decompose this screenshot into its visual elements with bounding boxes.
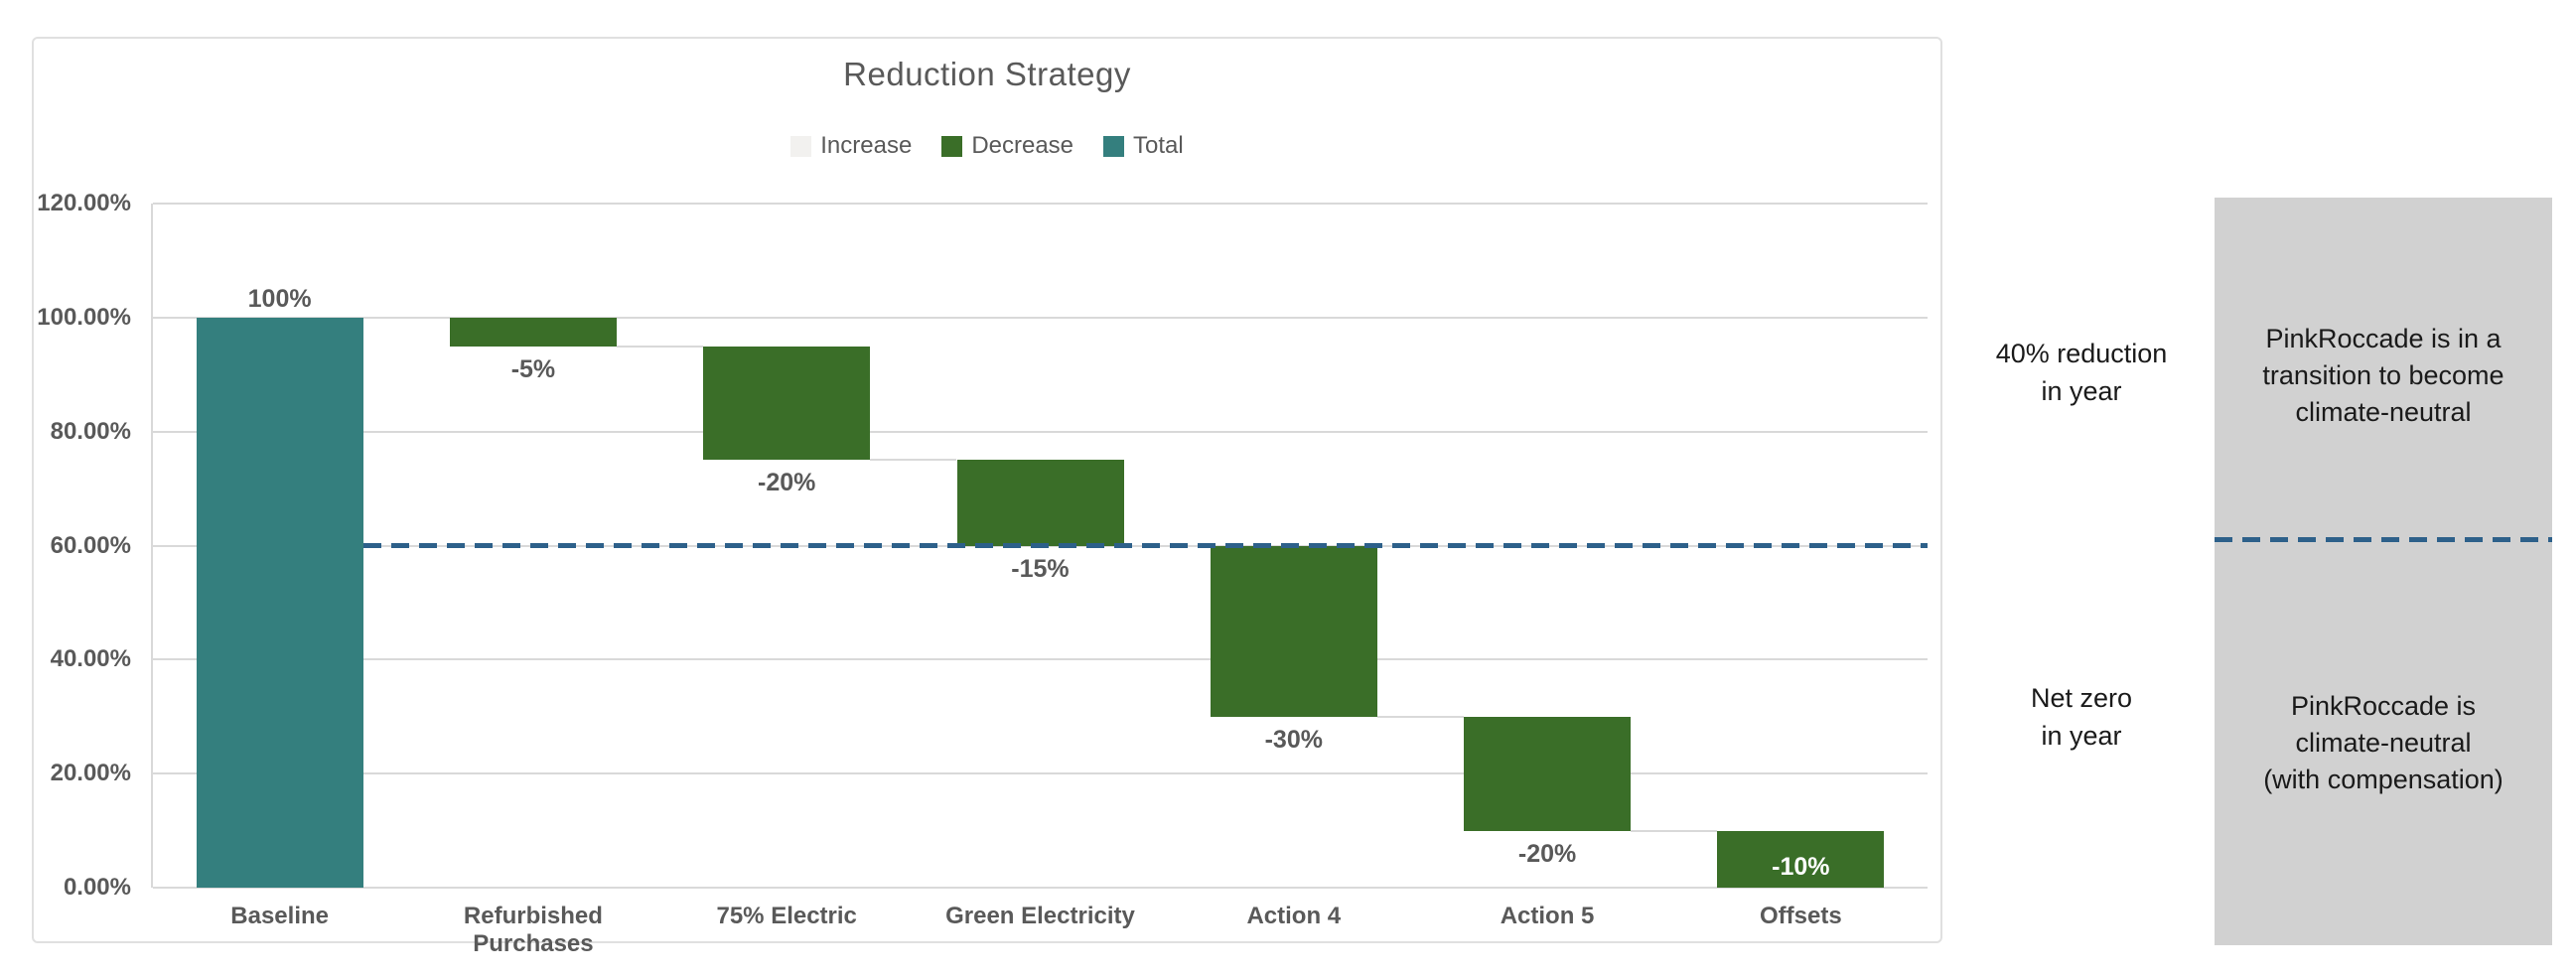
panel-text-line: climate-neutral	[2295, 397, 2472, 427]
annotation-line: Net zero	[2030, 683, 2133, 713]
category-label-green-electricity: Green Electricity	[945, 903, 1135, 929]
connector-line	[870, 459, 957, 462]
gridline	[153, 316, 1928, 319]
category-label-75-electric: 75% Electric	[716, 903, 857, 929]
bar-offsets	[1717, 830, 1885, 888]
panel-text-line: climate-neutral	[2295, 728, 2472, 758]
category-label-refurbished-purchases: Refurbished Purchases	[463, 903, 603, 957]
panel-text-transition: PinkRoccade is in a transition to become…	[2215, 321, 2552, 431]
increase-swatch-icon	[790, 135, 812, 157]
legend-label-increase: Increase	[820, 132, 913, 159]
legend-label-decrease: Decrease	[971, 132, 1074, 159]
y-axis-tick-label: 120.00%	[37, 190, 131, 216]
connector-line	[616, 345, 704, 348]
chart-title: Reduction Strategy	[843, 56, 1131, 92]
y-axis-tick-label: 20.00%	[50, 760, 131, 787]
bar-action-4	[1210, 545, 1377, 717]
bar-75-electric	[703, 346, 871, 461]
bar-refurbished-purchases	[449, 317, 617, 347]
plot-area: 120.00% 100.00% 80.00% 60.00% 40.00% 20.00% 0.…	[37, 190, 1928, 957]
y-axis-tick-label: 0.00%	[63, 874, 131, 901]
connector-line	[1376, 715, 1465, 718]
gridline	[153, 772, 1928, 775]
annotation-line: in year	[2041, 376, 2122, 406]
panel-text-line: transition to become	[2262, 360, 2504, 390]
category-label-offsets: Offsets	[1760, 903, 1842, 929]
legend-item-decrease: Decrease	[941, 132, 1073, 160]
category-label-action-5: Action 5	[1500, 903, 1595, 929]
reduction-strategy-chart-card: Reduction Strategy Increase Decrease Tot…	[32, 37, 1942, 957]
chart-legend: Increase Decrease Total	[34, 132, 1940, 160]
y-axis-tick-label: 100.00%	[37, 303, 131, 331]
annotation-line: in year	[2041, 721, 2122, 751]
climate-status-panel: PinkRoccade is in a transition to become…	[2215, 198, 2552, 945]
annotation-40-percent-reduction: 40% reduction in year	[1946, 335, 2217, 410]
bar-baseline	[196, 317, 363, 888]
panel-text-climate-neutral: PinkRoccade is climate-neutral (with com…	[2215, 688, 2552, 798]
bar-value-label: -20%	[758, 469, 816, 497]
gridline	[153, 658, 1928, 661]
gridline	[153, 430, 1928, 433]
bar-value-label: -10%	[1772, 853, 1830, 881]
legend-label-total: Total	[1133, 132, 1184, 159]
panel-text-line: PinkRoccade is in a	[2265, 324, 2502, 353]
total-swatch-icon	[1103, 135, 1125, 157]
bar-value-label: -30%	[1264, 725, 1323, 754]
legend-item-total: Total	[1103, 132, 1184, 160]
connector-line	[362, 316, 450, 319]
decrease-swatch-icon	[941, 135, 963, 157]
bar-value-label: -15%	[1011, 554, 1070, 583]
bar-value-label: -5%	[510, 354, 556, 383]
reference-line-dashed-panel-segment	[2215, 537, 2552, 542]
bar-value-label: 100%	[247, 284, 312, 313]
legend-item-increase: Increase	[790, 132, 912, 160]
category-label-baseline: Baseline	[230, 903, 329, 929]
bar-green-electricity	[956, 460, 1124, 546]
panel-text-line: PinkRoccade is	[2290, 691, 2477, 721]
reference-line-dashed	[362, 543, 1928, 548]
y-axis-tick-label: 60.00%	[50, 531, 131, 559]
bar-action-5	[1464, 716, 1632, 831]
y-axis-tick-label: 40.00%	[50, 645, 131, 673]
bar-value-label: -20%	[1517, 839, 1577, 868]
gridline	[153, 203, 1928, 205]
annotation-net-zero: Net zero in year	[1946, 679, 2217, 755]
y-axis-line	[151, 204, 153, 888]
connector-line	[1631, 829, 1718, 832]
gridline	[153, 887, 1928, 889]
category-label-action-4: Action 4	[1246, 903, 1342, 929]
annotation-line: 40% reduction	[1995, 339, 2168, 368]
panel-text-line: (with compensation)	[2263, 765, 2504, 794]
y-axis-tick-label: 80.00%	[50, 417, 131, 445]
